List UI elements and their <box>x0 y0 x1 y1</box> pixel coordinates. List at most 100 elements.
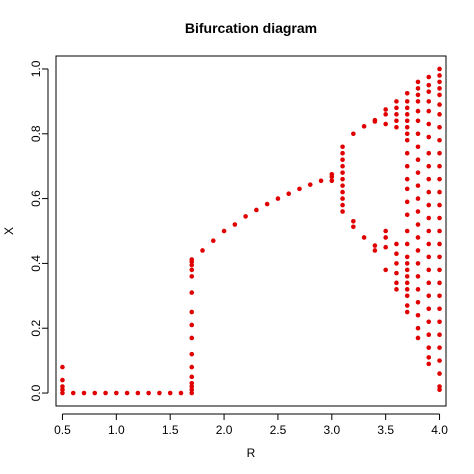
data-point <box>404 254 410 260</box>
data-point <box>437 163 442 169</box>
y-axis-label: X <box>2 227 16 235</box>
data-point <box>340 202 345 208</box>
data-point <box>437 66 442 72</box>
data-point <box>404 131 410 137</box>
data-point <box>415 274 421 279</box>
data-point <box>426 361 432 367</box>
data-point <box>200 248 205 253</box>
x-tick-label: 0.5 <box>54 423 71 437</box>
data-point <box>60 364 65 370</box>
data-point <box>437 306 442 312</box>
data-point <box>394 112 399 117</box>
data-point <box>415 222 421 227</box>
data-point <box>383 228 388 234</box>
data-point <box>437 358 442 363</box>
data-point <box>437 79 442 85</box>
data-point <box>189 364 195 370</box>
data-point <box>426 293 432 299</box>
data-point <box>351 131 356 137</box>
data-point <box>394 118 399 124</box>
data-point <box>394 280 399 286</box>
data-point <box>210 238 216 244</box>
data-point <box>404 199 410 205</box>
data-point <box>426 82 432 88</box>
data-point <box>415 183 421 188</box>
x-tick-label: 1.0 <box>108 423 125 437</box>
data-point <box>394 261 399 266</box>
data-point <box>340 157 345 162</box>
data-point <box>437 384 442 389</box>
data-point <box>60 377 65 383</box>
data-point <box>178 390 184 396</box>
y-tick-label: 0.2 <box>29 320 43 337</box>
data-point <box>318 178 324 184</box>
data-point <box>437 202 442 208</box>
data-point <box>361 124 367 129</box>
y-tick-label: 0.4 <box>29 255 43 272</box>
x-tick-label: 2.5 <box>270 423 287 437</box>
data-point <box>415 86 421 91</box>
data-point <box>426 319 432 325</box>
data-point <box>157 390 162 396</box>
data-point <box>426 176 432 182</box>
x-axis: 0.5 1.0 1.5 2.0 2.5 3.0 3.5 4.0 <box>54 413 448 437</box>
y-tick-label: 0.8 <box>29 125 43 142</box>
data-point <box>404 274 410 279</box>
data-point <box>189 322 195 328</box>
y-tick-label: 1.0 <box>29 60 43 77</box>
data-point <box>361 235 367 240</box>
data-point <box>394 125 399 130</box>
data-point <box>404 280 410 286</box>
data-point <box>426 150 432 156</box>
data-point <box>415 335 421 341</box>
data-point <box>415 261 421 266</box>
data-point <box>426 99 432 104</box>
y-axis: 0.0 0.2 0.4 0.6 0.8 1.0 <box>29 60 49 401</box>
data-point <box>189 335 195 341</box>
data-point <box>437 112 442 117</box>
data-point <box>437 319 442 325</box>
data-point <box>114 390 119 396</box>
data-point <box>404 176 410 182</box>
data-point <box>437 189 442 195</box>
data-point <box>415 196 421 201</box>
data-point <box>297 186 302 192</box>
data-point <box>426 345 432 350</box>
data-point <box>415 170 421 175</box>
data-point <box>92 390 98 396</box>
data-point <box>437 293 442 299</box>
data-point <box>426 202 432 208</box>
data-point <box>221 228 227 234</box>
data-point <box>426 241 432 247</box>
data-point <box>415 131 421 137</box>
data-point <box>404 163 410 169</box>
data-point <box>189 381 195 386</box>
data-point <box>426 121 432 127</box>
data-point <box>383 107 388 112</box>
data-point <box>383 244 388 250</box>
data-point <box>437 332 442 338</box>
data-point <box>437 125 442 130</box>
data-point <box>189 274 195 279</box>
data-point <box>404 293 410 299</box>
data-point <box>340 163 345 169</box>
data-point <box>426 280 432 286</box>
data-point <box>437 371 442 376</box>
data-point <box>437 137 442 143</box>
data-point <box>372 248 378 253</box>
data-point <box>426 189 432 195</box>
data-point <box>189 267 195 273</box>
data-point <box>404 90 410 96</box>
chart-title: Bifurcation diagram <box>185 20 317 36</box>
x-tick-label: 2.0 <box>216 423 233 437</box>
data-point <box>415 287 421 292</box>
data-point <box>404 105 410 111</box>
data-point <box>189 384 195 389</box>
data-point <box>70 390 76 396</box>
x-tick-label: 3.0 <box>323 423 340 437</box>
data-point <box>415 312 421 318</box>
data-point <box>437 241 442 247</box>
data-point <box>437 86 442 91</box>
data-point <box>340 150 345 156</box>
data-point <box>426 163 432 169</box>
